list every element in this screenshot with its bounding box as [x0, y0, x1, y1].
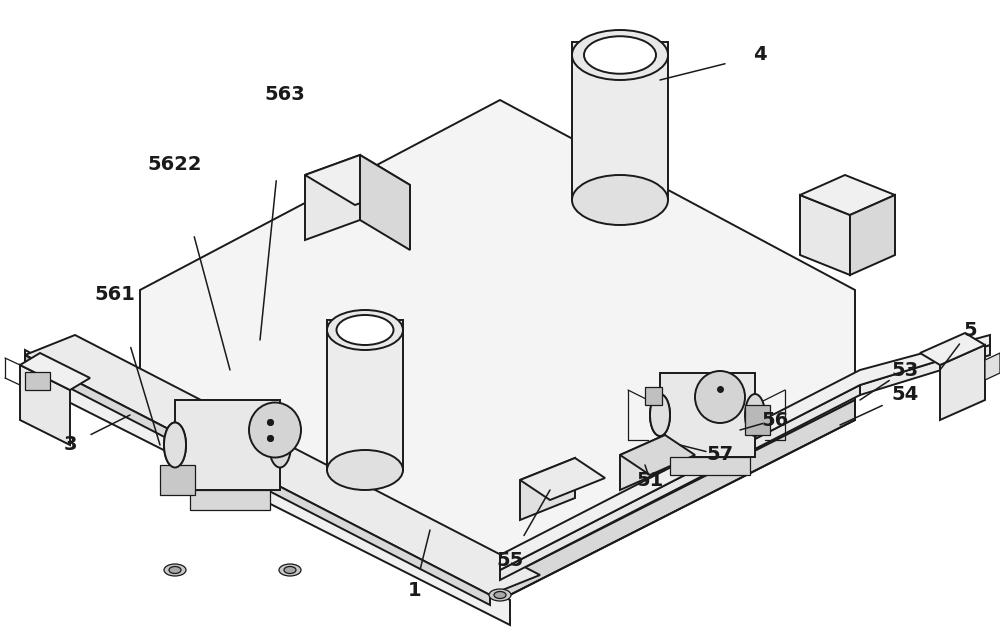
Polygon shape [20, 353, 90, 390]
Text: 4: 4 [753, 46, 767, 65]
Text: 56: 56 [761, 410, 789, 429]
Polygon shape [160, 465, 195, 495]
Polygon shape [940, 345, 985, 420]
Text: 51: 51 [636, 471, 664, 490]
Polygon shape [985, 353, 1000, 380]
Polygon shape [645, 387, 662, 405]
Polygon shape [800, 175, 895, 215]
Text: 55: 55 [496, 551, 524, 570]
Polygon shape [25, 335, 540, 595]
Text: 561: 561 [95, 286, 135, 305]
Ellipse shape [327, 450, 403, 490]
Polygon shape [190, 490, 270, 510]
Text: 57: 57 [706, 446, 734, 464]
Ellipse shape [284, 566, 296, 573]
Text: 54: 54 [891, 385, 919, 404]
Text: 1: 1 [408, 580, 422, 599]
Polygon shape [660, 373, 755, 457]
Polygon shape [140, 100, 855, 580]
Polygon shape [105, 370, 500, 570]
Ellipse shape [494, 591, 506, 599]
Polygon shape [620, 435, 695, 475]
Ellipse shape [572, 175, 668, 225]
Ellipse shape [327, 310, 403, 350]
Polygon shape [745, 405, 770, 435]
Text: 3: 3 [63, 436, 77, 455]
Ellipse shape [164, 422, 186, 467]
Polygon shape [500, 335, 990, 570]
Ellipse shape [572, 30, 668, 80]
Polygon shape [327, 320, 403, 470]
Text: 5622: 5622 [148, 156, 202, 175]
Polygon shape [175, 400, 280, 490]
Ellipse shape [164, 564, 186, 576]
Polygon shape [25, 355, 490, 605]
Polygon shape [25, 350, 510, 625]
Ellipse shape [650, 394, 670, 436]
Ellipse shape [279, 564, 301, 576]
Text: 5: 5 [963, 321, 977, 340]
Polygon shape [572, 42, 668, 200]
Polygon shape [25, 372, 50, 390]
Polygon shape [140, 400, 500, 600]
Polygon shape [850, 195, 895, 275]
Ellipse shape [269, 422, 291, 467]
Polygon shape [25, 355, 30, 368]
Ellipse shape [650, 394, 670, 436]
Polygon shape [800, 195, 850, 275]
Ellipse shape [489, 589, 511, 601]
Text: 53: 53 [891, 361, 919, 380]
Ellipse shape [336, 315, 394, 345]
Polygon shape [520, 458, 575, 520]
Ellipse shape [169, 566, 181, 573]
Polygon shape [500, 400, 855, 600]
Polygon shape [140, 410, 500, 600]
Ellipse shape [745, 394, 765, 436]
Polygon shape [305, 155, 410, 205]
Polygon shape [520, 458, 605, 500]
Polygon shape [360, 155, 410, 250]
Polygon shape [500, 385, 860, 580]
Polygon shape [620, 435, 665, 490]
Ellipse shape [164, 422, 186, 467]
Polygon shape [670, 457, 750, 475]
Polygon shape [305, 155, 360, 240]
Polygon shape [20, 365, 70, 445]
Text: 563: 563 [265, 86, 305, 105]
Ellipse shape [695, 371, 745, 423]
Ellipse shape [584, 36, 656, 74]
Polygon shape [860, 345, 990, 395]
Ellipse shape [249, 403, 301, 457]
Polygon shape [920, 333, 985, 365]
